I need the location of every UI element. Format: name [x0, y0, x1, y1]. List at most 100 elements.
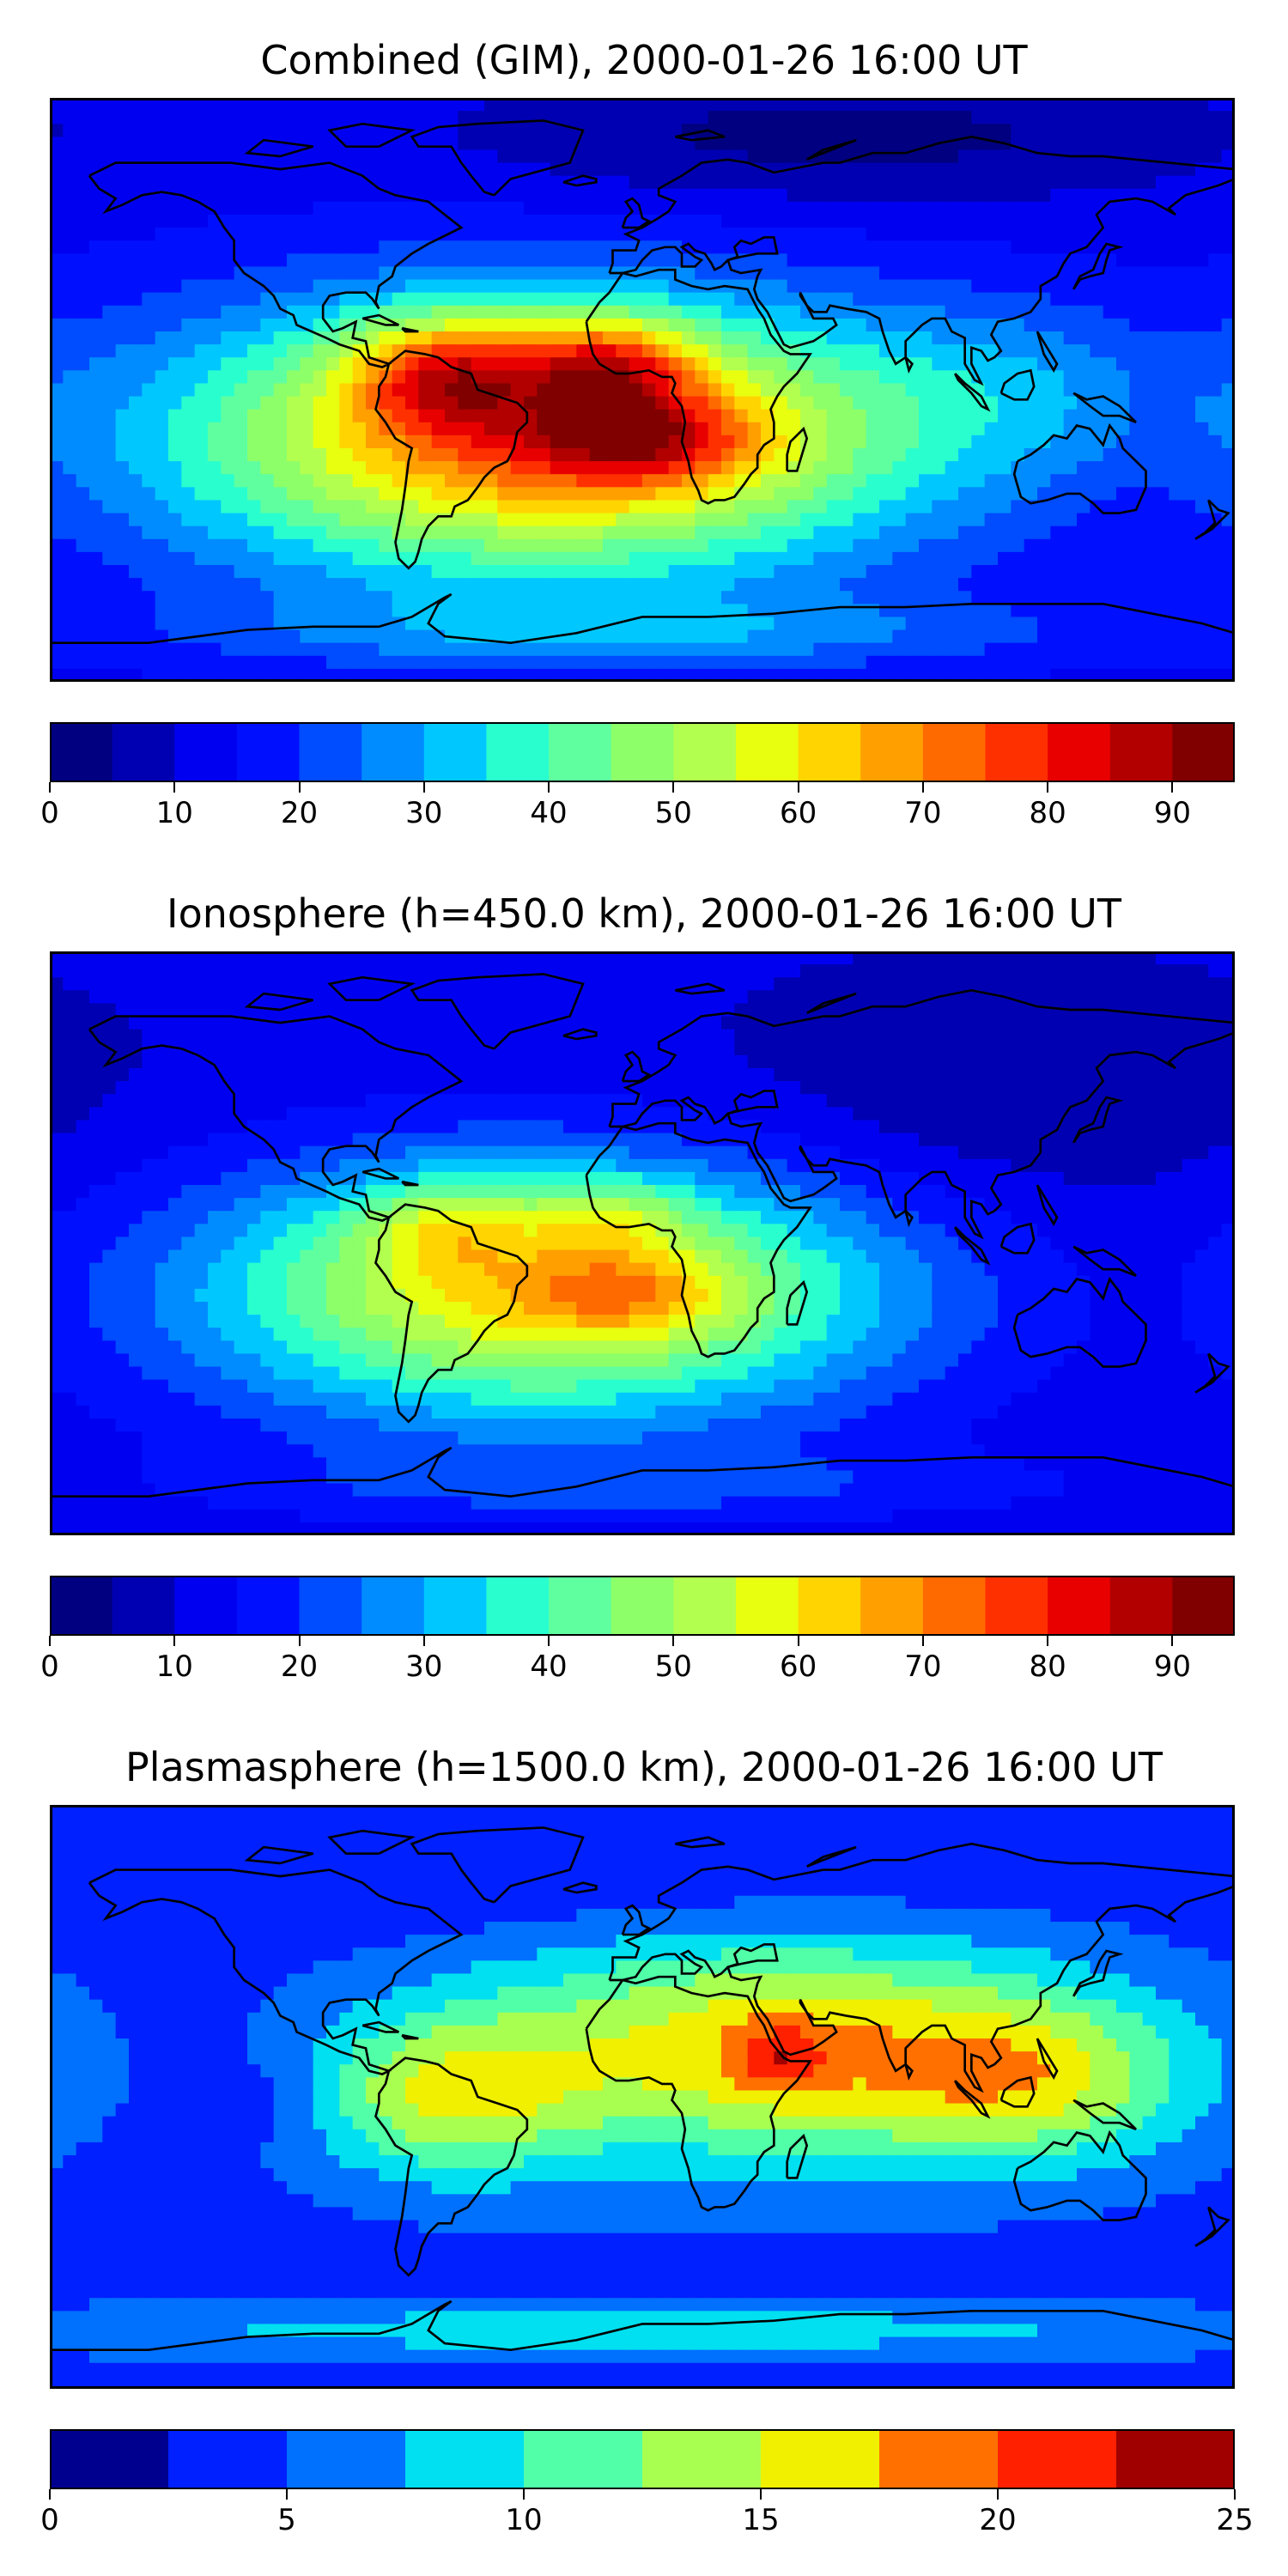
field-cell [89, 434, 104, 450]
field-cell [76, 434, 91, 450]
field-cell [89, 279, 104, 294]
field-cell [774, 487, 788, 501]
field-cell [984, 228, 999, 242]
field-cell [497, 240, 512, 255]
field-cell [181, 1016, 196, 1030]
field-cell [1221, 448, 1235, 463]
field-cell [50, 642, 64, 657]
field-cell [1169, 292, 1183, 307]
field-cell [431, 111, 447, 125]
field-cell [1011, 642, 1025, 657]
field-cell [326, 500, 341, 514]
field-cell [919, 279, 933, 294]
field-cell [458, 111, 472, 125]
field-cell [300, 487, 314, 501]
field-cell [1011, 344, 1025, 359]
field-cell [497, 604, 512, 618]
field-cell [800, 526, 815, 540]
field-cell [115, 215, 131, 229]
field-cell [115, 344, 131, 359]
field-cell [642, 629, 657, 644]
field-cell [326, 357, 341, 372]
field-cell [563, 253, 578, 268]
field-cell [300, 1120, 314, 1134]
field-cell [181, 266, 196, 281]
field-cell [932, 604, 946, 618]
field-cell [168, 1522, 183, 1535]
field-cell [1037, 137, 1052, 151]
field-cell [655, 305, 670, 320]
field-cell [221, 1509, 235, 1524]
field-cell [484, 655, 499, 671]
field-cell [194, 1068, 210, 1083]
field-cell [102, 617, 117, 631]
field-cell [524, 188, 538, 204]
field-cell [339, 279, 354, 294]
field-cell [168, 422, 183, 437]
field-cell [1129, 175, 1144, 190]
field-cell [181, 617, 196, 631]
field-cell [616, 253, 630, 268]
field-cell [76, 188, 91, 204]
field-cell [813, 578, 828, 592]
field-cell [142, 111, 156, 125]
field-cell [458, 266, 472, 281]
field-cell [129, 487, 143, 501]
field-cell [1063, 409, 1078, 423]
field-cell [721, 461, 736, 476]
field-cell [563, 137, 578, 151]
field-cell [1129, 578, 1144, 592]
field-cell [89, 383, 104, 398]
field-cell [761, 201, 775, 216]
field-cell [115, 1029, 131, 1043]
field-cell [497, 434, 512, 450]
field-cell [971, 461, 986, 476]
field-cell [734, 578, 749, 592]
field-cell [313, 305, 328, 320]
field-cell [1142, 487, 1157, 501]
field-cell [260, 228, 275, 242]
field-cell [1142, 668, 1157, 682]
field-cell [115, 111, 131, 125]
field-cell [208, 124, 222, 138]
field-cell [734, 188, 749, 204]
field-cell [747, 149, 762, 164]
field-cell [300, 111, 314, 125]
field-cell [89, 357, 104, 372]
field-cell [945, 409, 960, 423]
field-cell [326, 629, 341, 644]
field-cell [484, 201, 499, 216]
field-cell [273, 1236, 289, 1251]
field-cell [339, 357, 354, 372]
field-cell [89, 1366, 104, 1381]
field-cell [1037, 629, 1052, 644]
field-cell [695, 396, 709, 410]
field-cell [260, 344, 275, 359]
field-cell [1077, 162, 1091, 177]
field-cell [76, 1158, 91, 1174]
field-cell [787, 215, 802, 229]
field-cell [194, 1016, 210, 1030]
field-cell [497, 513, 512, 527]
field-cell [589, 253, 605, 268]
field-cell [603, 215, 617, 229]
coastline [1036, 331, 1059, 374]
field-cell [194, 1198, 210, 1212]
field-cell [787, 396, 802, 410]
field-cell [971, 292, 986, 307]
field-cell [247, 629, 262, 644]
field-cell [63, 1198, 77, 1212]
field-cell [905, 668, 920, 682]
field-cell [50, 487, 64, 501]
field-cell [194, 1509, 210, 1524]
field-cell [774, 111, 788, 125]
field-cell [221, 1236, 235, 1251]
field-cell [194, 344, 210, 359]
field-cell [1077, 578, 1091, 592]
field-cell [431, 149, 447, 164]
field-cell [63, 951, 77, 966]
field-cell [247, 1107, 262, 1121]
field-cell [616, 487, 630, 501]
field-cell [1011, 422, 1025, 437]
field-cell [734, 292, 749, 307]
